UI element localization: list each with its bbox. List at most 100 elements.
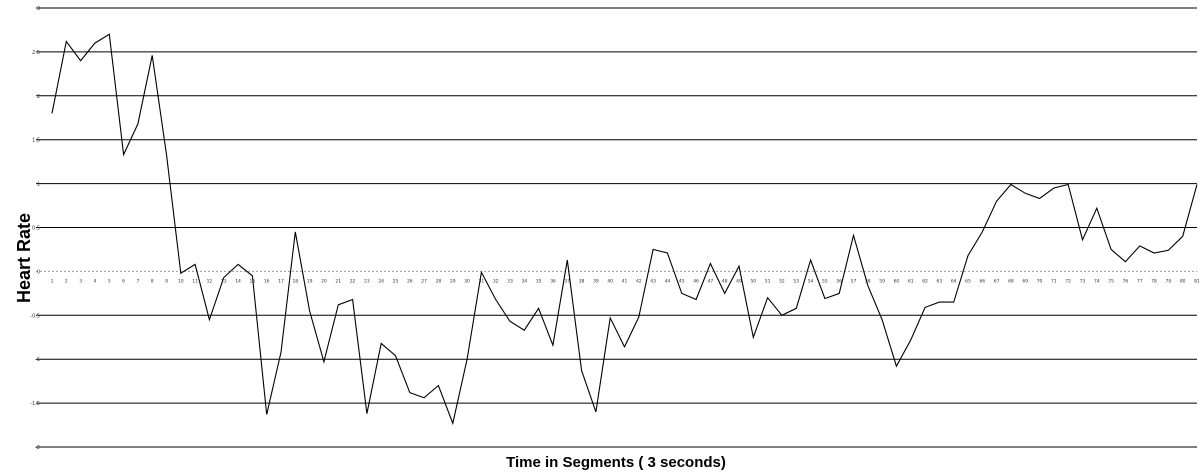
gridlines [36, 7, 1197, 448]
x-tick-label: 62 [922, 278, 928, 284]
x-tick-label: 61 [908, 278, 914, 284]
x-tick-label: 76 [1123, 278, 1129, 284]
x-tick-label: 47 [708, 278, 714, 284]
x-tick-label: 21 [335, 278, 341, 284]
x-tick-label: 10 [178, 278, 184, 284]
x-tick-label: 11 [192, 278, 198, 284]
x-tick-label: 64 [951, 278, 957, 284]
x-tick-label: 28 [436, 278, 442, 284]
x-tick-label: 30 [464, 278, 470, 284]
x-tick-label: 20 [321, 278, 327, 284]
x-tick-label: 27 [421, 278, 427, 284]
x-tick-label: 40 [607, 278, 613, 284]
x-tick-label: 68 [1008, 278, 1014, 284]
x-tick-label: 26 [407, 278, 413, 284]
x-tick-label: 63 [937, 278, 943, 284]
x-tick-label: 70 [1037, 278, 1043, 284]
y-tick-label: 0 [37, 269, 40, 275]
x-tick-labels: 1 2 3 4 5 6 7 8 9 10 11 12 13 14 15 16 17 18 19 20 21 22 23 24 2… [51, 278, 1199, 284]
x-tick-label: 36 [550, 278, 556, 284]
x-tick-label: 57 [851, 278, 857, 284]
x-tick-label: 75 [1108, 278, 1114, 284]
x-tick-label: 23 [364, 278, 370, 284]
x-tick-label: 13 [221, 278, 227, 284]
x-tick-label: 73 [1080, 278, 1086, 284]
x-tick-label: 34 [521, 278, 527, 284]
x-tick-label: 66 [979, 278, 985, 284]
y-tick-label: -1 [35, 357, 40, 363]
y-tick-label: 1 [37, 182, 40, 188]
x-tick-label: 32 [493, 278, 499, 284]
y-tick-label: -1.5 [30, 401, 40, 407]
y-axis-title: Heart Rate [14, 213, 34, 303]
x-tick-label: 77 [1137, 278, 1143, 284]
x-tick-label: 60 [894, 278, 900, 284]
x-tick-label: 65 [965, 278, 971, 284]
y-tick-label: 0.5 [32, 226, 40, 232]
x-tick-label: 51 [765, 278, 771, 284]
x-tick-label: 80 [1180, 278, 1186, 284]
x-tick-label: 50 [750, 278, 756, 284]
x-tick-label: 52 [779, 278, 785, 284]
x-tick-label: 42 [636, 278, 642, 284]
x-tick-label: 72 [1065, 278, 1071, 284]
x-tick-label: 35 [536, 278, 542, 284]
x-tick-label: 24 [378, 278, 384, 284]
x-tick-label: 58 [865, 278, 871, 284]
series-layer [51, 33, 1198, 426]
x-tick-label: 9 [165, 278, 168, 284]
x-tick-label: 55 [822, 278, 828, 284]
x-tick-label: 38 [579, 278, 585, 284]
y-tick-label: 2.5 [32, 50, 40, 56]
x-tick-label: 78 [1151, 278, 1157, 284]
y-tick-label: -0.5 [30, 313, 40, 319]
x-tick-label: 37 [564, 278, 570, 284]
x-tick-label: 81 [1194, 278, 1199, 284]
x-tick-label: 5 [108, 278, 111, 284]
x-tick-label: 2 [65, 278, 68, 284]
y-tick-label: 2 [37, 94, 40, 100]
x-tick-label: 4 [94, 278, 97, 284]
x-tick-label: 6 [122, 278, 125, 284]
x-tick-label: 41 [622, 278, 628, 284]
y-tick-label: 1.5 [32, 138, 40, 144]
x-tick-label: 56 [836, 278, 842, 284]
x-tick-label: 74 [1094, 278, 1100, 284]
x-tick-label: 71 [1051, 278, 1057, 284]
x-tick-label: 67 [994, 278, 1000, 284]
x-tick-label: 12 [207, 278, 213, 284]
x-tick-label: 49 [736, 278, 742, 284]
x-tick-label: 19 [307, 278, 313, 284]
y-tick-labels: -2 -1.5 -1 -0.5 0 0.5 1 1.5 2 2.5 3 [30, 6, 40, 451]
x-tick-label: 1 [51, 278, 54, 284]
x-tick-label: 45 [679, 278, 685, 284]
x-tick-label: 43 [650, 278, 656, 284]
x-tick-label: 79 [1166, 278, 1172, 284]
y-tick-label: -2 [35, 445, 40, 451]
x-tick-label: 22 [350, 278, 356, 284]
x-tick-label: 8 [151, 278, 154, 284]
x-tick-label: 16 [264, 278, 270, 284]
x-tick-label: 14 [235, 278, 241, 284]
x-axis-title: Time in Segments ( 3 seconds) [506, 454, 726, 471]
x-tick-label: 69 [1022, 278, 1028, 284]
x-tick-label: 46 [693, 278, 699, 284]
x-tick-label: 18 [292, 278, 298, 284]
x-tick-label: 31 [479, 278, 485, 284]
x-tick-label: 54 [808, 278, 814, 284]
x-tick-label: 44 [665, 278, 671, 284]
x-tick-label: 29 [450, 278, 456, 284]
series-line-1 [51, 33, 1198, 426]
x-tick-label: 48 [722, 278, 728, 284]
x-tick-label: 3 [79, 278, 82, 284]
x-tick-label: 33 [507, 278, 513, 284]
x-tick-label: 17 [278, 278, 284, 284]
y-tick-label: 3 [37, 6, 40, 12]
x-tick-label: 39 [593, 278, 599, 284]
x-tick-label: 59 [879, 278, 885, 284]
x-tick-label: 53 [793, 278, 799, 284]
x-tick-label: 25 [393, 278, 399, 284]
x-tick-label: 7 [136, 278, 139, 284]
